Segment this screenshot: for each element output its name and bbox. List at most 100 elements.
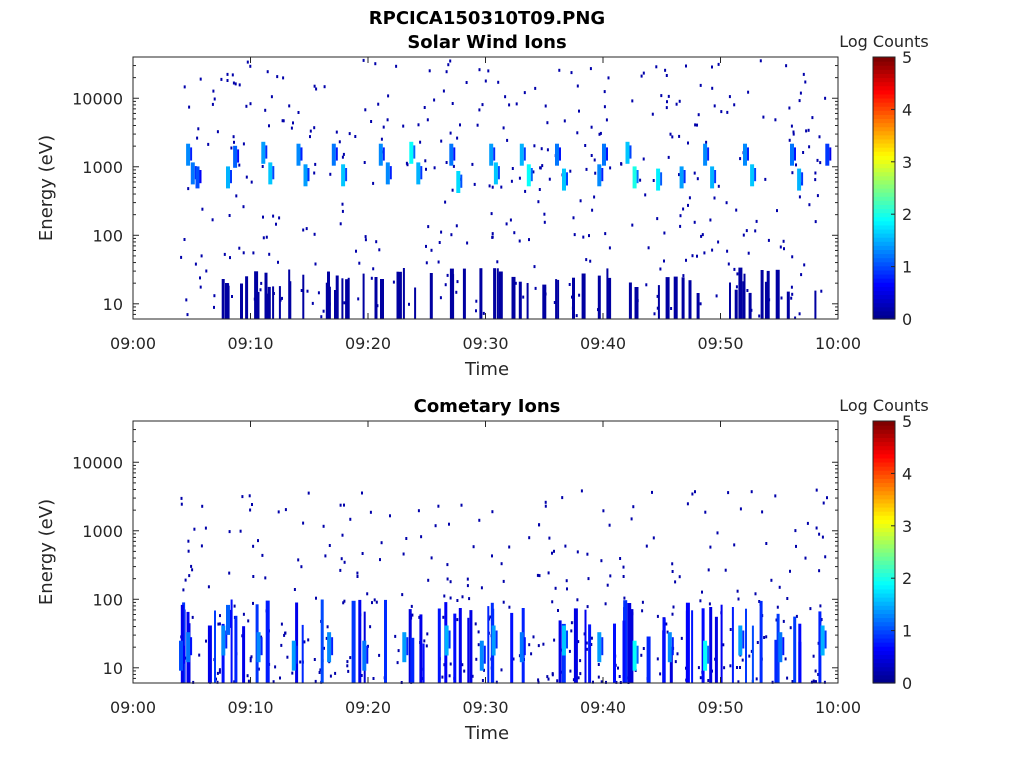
heatmap-cell [696,177,699,181]
heatmap-cell [790,285,793,289]
heatmap-cell [580,489,583,493]
heatmap-cell [233,604,236,608]
heatmap-cell [261,165,264,168]
heatmap-cell [656,294,659,298]
heatmap-cell [182,588,185,592]
heatmap-cell [670,307,673,310]
heatmap-cell [671,562,674,566]
heatmap-cell [346,664,349,668]
heatmap-cell [818,611,822,683]
heatmap-cell [242,205,245,209]
heatmap-cell [339,222,342,226]
heatmap-cell [346,660,349,664]
heatmap-cell [451,102,454,105]
heatmap-cell [406,637,409,656]
colorbar-swatch [873,543,895,549]
heatmap-cell [369,625,372,629]
heatmap-cell [627,603,632,683]
heatmap-cell [380,541,383,545]
heatmap-cell [491,185,494,189]
heatmap-cell [349,517,352,521]
colorbar-swatch [873,421,895,426]
colorbar-swatch [873,294,895,300]
heatmap-cell [522,295,525,299]
heatmap-cell [183,85,186,89]
heatmap-cell [272,286,275,319]
heatmap-cell [802,151,805,154]
heatmap-cell [183,238,186,241]
heatmap-cell [449,131,452,135]
heatmap-cell [814,220,817,224]
heatmap-cell [228,530,231,534]
heatmap-cell [396,271,399,319]
heatmap-cell [223,252,226,256]
colorbar-swatch [873,506,895,512]
colorbar-swatch [873,282,895,287]
y-tick-label: 10000 [72,453,123,472]
heatmap-cell [687,203,689,207]
heatmap-cell [547,571,550,575]
heatmap-cell [183,645,185,664]
colorbar-swatch [873,531,895,537]
colorbar-swatch [873,224,895,230]
heatmap-cell [693,171,696,175]
heatmap-cell [463,669,466,673]
heatmap-cell [699,676,702,680]
heatmap-cell [589,67,592,71]
heatmap-cell [783,247,785,251]
heatmap-cell [487,606,490,683]
colorbar-swatch [873,482,895,488]
heatmap-cell [502,579,505,583]
heatmap-cell [564,544,567,548]
heatmap-cell [268,162,273,185]
heatmap-cell [603,90,606,94]
heatmap-cell [226,285,230,319]
colorbar-frame [872,420,896,684]
colorbar-swatch [873,650,895,655]
heatmap-cell [819,161,822,165]
heatmap-cell [729,628,732,631]
heatmap-cell [663,259,665,263]
heatmap-cell [467,617,470,683]
heatmap-cell [358,599,362,683]
heatmap-cell [465,81,468,84]
colorbar-swatch [873,633,895,639]
heatmap-cell [704,510,707,514]
heatmap-cell [703,143,708,166]
heatmap-cell [283,633,286,637]
heatmap-cell [320,599,324,683]
heatmap-cell [679,166,684,189]
heatmap-cell [537,678,540,682]
heatmap-cell [755,219,758,223]
heatmap-cell [586,605,589,609]
heatmap-cell [364,108,367,112]
heatmap-cell [816,194,819,198]
colorbar-swatch [873,61,895,66]
heatmap-cell [484,79,487,83]
heatmap-cell [374,277,378,319]
heatmap-cell [327,632,332,663]
colorbar-swatch [873,306,895,312]
heatmap-cell [264,272,268,319]
heatmap-cell [443,594,446,598]
heatmap-cell [766,270,770,319]
heatmap-cell [568,283,571,286]
heatmap-cell [442,89,445,93]
heatmap-cell [260,637,263,656]
heatmap-cell [341,164,346,187]
heatmap-cell [708,602,711,606]
heatmap-cell [558,620,562,683]
heatmap-cell [478,68,481,72]
heatmap-cell [728,95,731,99]
heatmap-cell [326,625,329,629]
colorbar-swatch [873,449,895,455]
heatmap-cell [607,76,610,80]
heatmap-cell [427,225,430,229]
heatmap-cell [694,123,697,127]
heatmap-cell [534,86,537,90]
heatmap-cell [570,629,573,633]
heatmap-cell [758,314,761,318]
x-ticks: 09:00 09:10 09:20 09:30 09:40 09:50 10:00 [110,421,861,717]
heatmap-cell [585,167,588,171]
heatmap-cell [526,164,531,187]
